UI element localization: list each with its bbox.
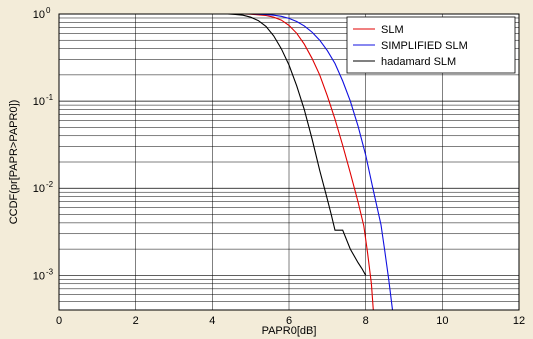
x-tick-label: 4 <box>209 315 215 327</box>
series-line-2 <box>59 13 394 311</box>
x-tick-label: 6 <box>286 315 292 327</box>
y-tick-label: 10 <box>33 9 45 21</box>
x-tick-label: 0 <box>56 315 62 327</box>
y-tick-exponent: -2 <box>46 180 54 189</box>
y-tick-exponent: -3 <box>46 267 54 276</box>
legend: SLM SIMPLIFIED SLM hadamard SLM <box>346 16 516 74</box>
x-tick-label: 10 <box>436 315 448 327</box>
legend-label: SIMPLIFIED SLM <box>381 40 468 52</box>
x-tick-label: 2 <box>133 315 139 327</box>
x-tick-label: 8 <box>363 315 369 327</box>
series-layer <box>59 13 394 311</box>
plot-frame <box>58 13 520 311</box>
legend-label: SLM <box>381 24 404 36</box>
legend-label: hadamard SLM <box>381 56 456 68</box>
y-tick-label: 10 <box>33 96 45 108</box>
series-line-3 <box>59 13 367 276</box>
x-tick-label: 12 <box>513 315 525 327</box>
y-axis-label: CCDF(pr[PAPR>PAPR0]) <box>8 100 20 225</box>
y-tick-label: 10 <box>33 270 45 282</box>
y-tick-exponent: -1 <box>46 93 54 102</box>
series-line-1 <box>59 13 374 311</box>
y-tick-exponent: 0 <box>46 6 51 15</box>
x-axis-label: PAPR0[dB] <box>262 325 317 337</box>
y-tick-label: 10 <box>33 183 45 195</box>
